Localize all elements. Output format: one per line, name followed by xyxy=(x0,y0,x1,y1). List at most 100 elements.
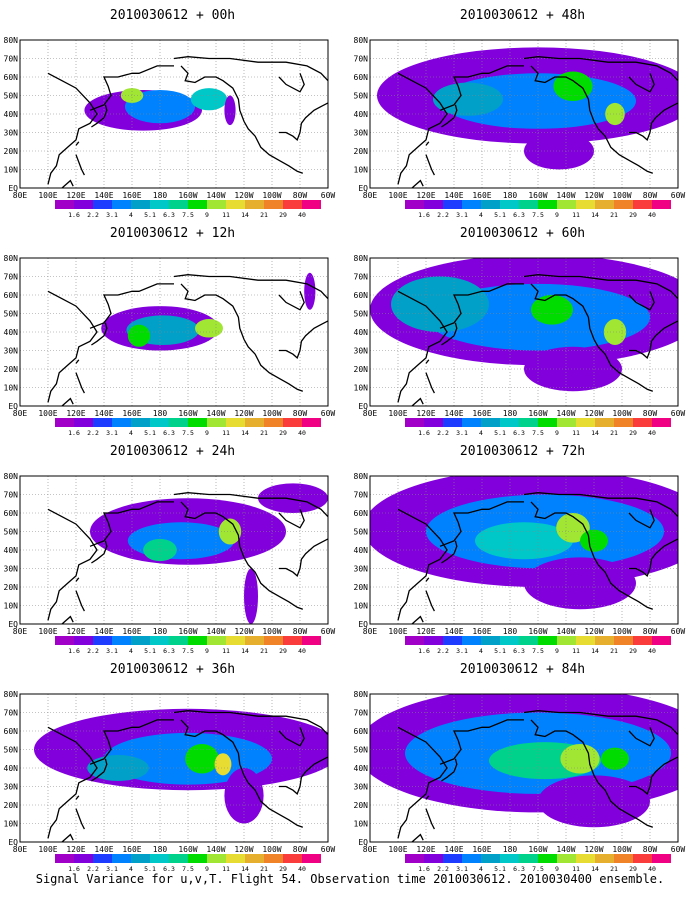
x-tick-label: 100E xyxy=(38,191,57,200)
legend-swatch xyxy=(538,636,557,645)
legend-swatch xyxy=(55,854,74,863)
legend-level-label: 21 xyxy=(260,211,268,219)
legend-swatch xyxy=(405,418,424,427)
legend-level-label: 6.3 xyxy=(513,647,525,655)
y-tick-label: EQ xyxy=(358,184,368,193)
x-tick-label: 80W xyxy=(643,627,658,636)
x-tick-label: 60W xyxy=(671,191,686,200)
legend-level-label: 1.6 xyxy=(418,647,430,655)
x-tick-label: 80W xyxy=(643,409,658,418)
x-tick-label: 80E xyxy=(13,191,28,200)
coastline xyxy=(278,73,305,93)
legend-level-label: 1.6 xyxy=(68,865,80,873)
x-tick-label: 160W xyxy=(528,845,547,854)
legend-swatch xyxy=(74,854,93,863)
legend-swatch xyxy=(424,418,443,427)
coastline xyxy=(279,756,328,796)
panel-title: 2010030612 + 12h xyxy=(109,226,236,241)
legend-level-label: 29 xyxy=(279,647,287,655)
y-tick-label: 10N xyxy=(354,820,369,829)
y-tick-label: 60N xyxy=(4,727,19,736)
y-tick-label: 10N xyxy=(4,820,19,829)
coastline xyxy=(91,322,108,346)
coastline xyxy=(75,141,80,146)
y-tick-label: EQ xyxy=(8,184,18,193)
legend-level-label: 21 xyxy=(610,211,618,219)
coastline xyxy=(628,509,655,529)
coastline xyxy=(75,795,80,800)
legend-swatch xyxy=(595,854,614,863)
y-tick-label: 40N xyxy=(4,546,19,555)
variance-map: EQ 10N 20N 30N 40N 50N 60N 70N 80N 80E 100E 120E 140… xyxy=(354,36,686,219)
x-tick-label: 160W xyxy=(528,627,547,636)
coastline xyxy=(397,508,448,621)
coastline xyxy=(523,274,678,300)
legend-level-label: 7.5 xyxy=(182,865,194,873)
legend-level-label: 40 xyxy=(648,647,656,655)
legend-swatch xyxy=(500,636,519,645)
x-tick-label: 160W xyxy=(178,627,197,636)
legend-level-label: 7.5 xyxy=(532,865,544,873)
y-tick-label: EQ xyxy=(8,402,18,411)
legend-swatch xyxy=(302,636,321,645)
y-tick-label: 50N xyxy=(354,746,369,755)
legend-level-label: 9 xyxy=(555,429,559,437)
legend-swatch xyxy=(652,418,671,427)
y-tick-label: 20N xyxy=(4,147,19,156)
x-tick-label: 120W xyxy=(584,409,603,418)
legend-level-label: 29 xyxy=(279,429,287,437)
coastline xyxy=(89,501,174,547)
variance-region xyxy=(538,775,650,828)
coastline xyxy=(75,372,85,394)
x-tick-label: 140E xyxy=(94,845,113,854)
coastline xyxy=(278,509,305,529)
legend-level-label: 29 xyxy=(279,865,287,873)
variance-map: EQ 10N 20N 30N 40N 50N 60N 70N 80N 80E 100E 120E 140… xyxy=(354,254,686,437)
y-tick-label: 70N xyxy=(354,709,369,718)
legend-swatch xyxy=(112,200,131,209)
y-tick-label: 50N xyxy=(354,92,369,101)
coastline xyxy=(47,290,98,403)
legend-level-label: 7.5 xyxy=(182,211,194,219)
legend-swatch xyxy=(481,854,500,863)
coastline xyxy=(425,808,435,830)
legend-level-label: 3.1 xyxy=(456,647,468,655)
legend-swatch xyxy=(245,418,264,427)
coastline xyxy=(75,808,85,830)
variance-region xyxy=(580,529,608,552)
coastline xyxy=(397,72,448,185)
x-tick-label: 140E xyxy=(94,627,113,636)
coastline xyxy=(279,320,328,360)
legend-swatch xyxy=(74,636,93,645)
y-tick-label: EQ xyxy=(8,838,18,847)
x-tick-label: 120W xyxy=(584,191,603,200)
y-tick-label: EQ xyxy=(8,620,18,629)
legend-swatch xyxy=(405,636,424,645)
legend-swatch xyxy=(207,200,226,209)
legend-swatch xyxy=(443,200,462,209)
legend-swatch xyxy=(264,418,283,427)
x-tick-label: 80W xyxy=(293,627,308,636)
legend-level-label: 14 xyxy=(241,429,249,437)
x-tick-label: 180 xyxy=(503,191,518,200)
y-tick-label: 10N xyxy=(4,166,19,175)
x-tick-label: 120E xyxy=(416,409,435,418)
x-tick-label: 140E xyxy=(444,627,463,636)
legend-swatch xyxy=(614,418,633,427)
x-tick-label: 120W xyxy=(584,845,603,854)
legend-swatch xyxy=(169,418,188,427)
x-tick-label: 80E xyxy=(363,845,378,854)
legend-level-label: 6.3 xyxy=(163,429,175,437)
x-tick-label: 160E xyxy=(472,409,491,418)
legend-swatch xyxy=(93,636,112,645)
legend-swatch xyxy=(55,418,74,427)
legend-level-label: 1.6 xyxy=(418,429,430,437)
variance-region xyxy=(143,538,177,562)
legend-swatch xyxy=(633,854,652,863)
legend-swatch xyxy=(131,200,150,209)
legend-level-label: 14 xyxy=(591,211,599,219)
legend-level-label: 3.1 xyxy=(106,647,118,655)
coastline xyxy=(61,397,74,406)
variance-map: EQ 10N 20N 30N 40N 50N 60N 70N 80N 80E 100E 120E 140… xyxy=(354,472,686,655)
coastline xyxy=(629,102,678,142)
